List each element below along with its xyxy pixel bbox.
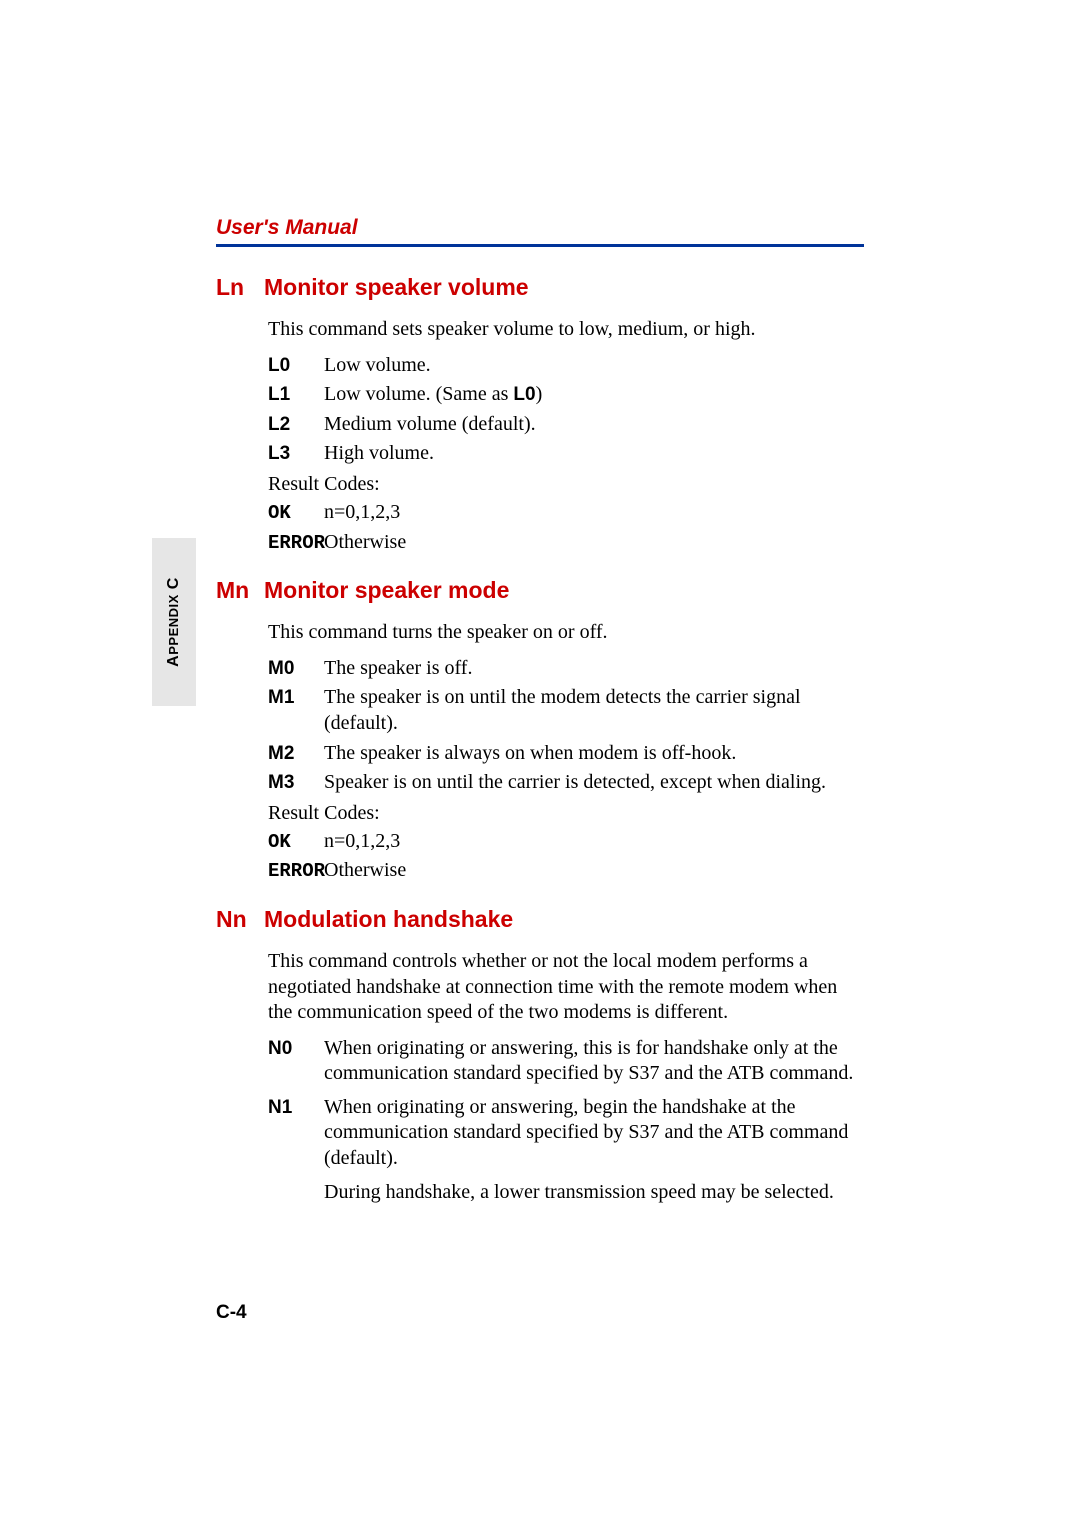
list-item: OK n=0,1,2,3 [268,829,864,855]
list-item: M1 The speaker is on until the modem det… [268,685,864,736]
intro-ln: This command sets speaker volume to low,… [268,317,864,343]
section-title-nn: NnModulation handshake [216,906,864,933]
def-val: Low volume. (Same as L0) [324,382,864,408]
def-key: L1 [268,382,324,407]
result-val: Otherwise [324,530,864,556]
list-item: L2 Medium volume (default). [268,412,864,438]
section-name-ln: Monitor speaker volume [264,274,529,300]
section-title-ln: LnMonitor speaker volume [216,274,864,301]
appendix-label-c: C [165,577,182,594]
def-val-inline-code: L0 [513,384,535,405]
appendix-label-a: A [165,655,182,667]
list-item: OK n=0,1,2,3 [268,500,864,526]
def-key: M1 [268,685,324,710]
def-val: Medium volume (default). [324,412,864,438]
list-item: L0 Low volume. [268,353,864,379]
def-key: L2 [268,412,324,437]
intro-mn: This command turns the speaker on or off… [268,620,864,646]
def-key: L0 [268,353,324,378]
list-item: ERROR Otherwise [268,858,864,884]
page: User's Manual APPENDIX C LnMonitor speak… [0,0,1080,1528]
result-key: OK [268,829,324,854]
def-continuation: During handshake, a lower transmission s… [324,1180,864,1206]
def-val-post: ) [536,383,543,405]
deflist-nn: N0 When originating or answering, this i… [268,1036,864,1206]
list-item: L1 Low volume. (Same as L0) [268,382,864,408]
header-rule [216,244,864,247]
list-item: ERROR Otherwise [268,530,864,556]
list-item: L3 High volume. [268,441,864,467]
def-val: High volume. [324,441,864,467]
def-val: When originating or answering, begin the… [324,1095,864,1172]
def-val: The speaker is always on when modem is o… [324,741,864,767]
result-val: Otherwise [324,858,864,884]
intro-nn: This command controls whether or not the… [268,949,864,1026]
section-cmd-nn: Nn [216,906,264,933]
section-name-mn: Monitor speaker mode [264,577,509,603]
appendix-tab: APPENDIX C [152,538,196,706]
list-item: M0 The speaker is off. [268,656,864,682]
result-val: n=0,1,2,3 [324,829,864,855]
appendix-label: APPENDIX C [165,577,183,667]
list-item: M2 The speaker is always on when modem i… [268,741,864,767]
def-key: M3 [268,770,324,795]
def-val: Low volume. [324,353,864,379]
deflist-mn: M0 The speaker is off. M1 The speaker is… [268,656,864,796]
header-title: User's Manual [216,216,358,240]
def-val: When originating or answering, this is f… [324,1036,864,1087]
content-area: LnMonitor speaker volume This command se… [216,258,864,1205]
result-list-ln: OK n=0,1,2,3 ERROR Otherwise [268,500,864,555]
list-item: N1 When originating or answering, begin … [268,1095,864,1172]
result-list-mn: OK n=0,1,2,3 ERROR Otherwise [268,829,864,884]
result-key: OK [268,500,324,525]
list-item: N0 When originating or answering, this i… [268,1036,864,1087]
result-codes-label: Result Codes: [268,802,864,825]
page-number: C-4 [216,1302,247,1324]
section-title-mn: MnMonitor speaker mode [216,577,864,604]
list-item: M3 Speaker is on until the carrier is de… [268,770,864,796]
section-name-nn: Modulation handshake [264,906,513,932]
def-key: M0 [268,656,324,681]
def-val: The speaker is off. [324,656,864,682]
section-cmd-ln: Ln [216,274,264,301]
def-key: N1 [268,1095,324,1120]
section-cmd-mn: Mn [216,577,264,604]
appendix-label-ppendix: PPENDIX [166,594,181,655]
def-key: N0 [268,1036,324,1061]
def-key: L3 [268,441,324,466]
result-val: n=0,1,2,3 [324,500,864,526]
def-val: Speaker is on until the carrier is detec… [324,770,864,796]
deflist-ln: L0 Low volume. L1 Low volume. (Same as L… [268,353,864,467]
def-key: M2 [268,741,324,766]
def-val-pre: Low volume. (Same as [324,383,513,405]
result-key: ERROR [268,858,324,883]
result-codes-label: Result Codes: [268,473,864,496]
result-key: ERROR [268,530,324,555]
def-val: The speaker is on until the modem detect… [324,685,864,736]
